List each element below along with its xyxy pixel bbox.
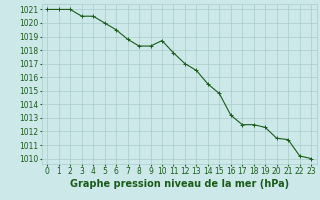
X-axis label: Graphe pression niveau de la mer (hPa): Graphe pression niveau de la mer (hPa): [70, 179, 289, 189]
